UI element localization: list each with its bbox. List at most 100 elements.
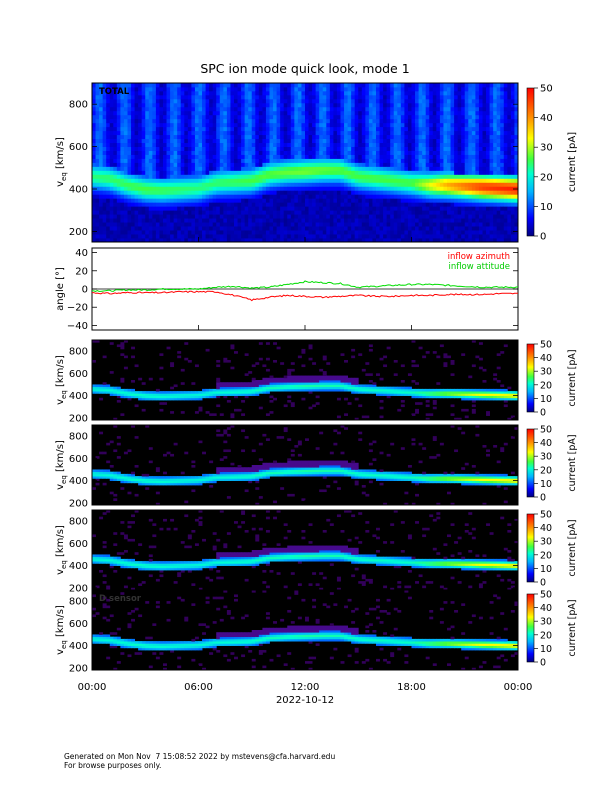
heatmap-cell [482,238,487,242]
heatmap-cell [269,170,274,175]
heatmap-cell [276,122,281,128]
heatmap-cell [486,194,490,199]
heatmap-cell [425,150,430,155]
heatmap-cell [390,194,395,199]
heatmap-cell [361,178,366,183]
heatmap-cell [308,118,313,124]
heatmap-cell [461,230,466,235]
heatmap-cell [496,110,501,116]
heatmap-cell [138,158,143,163]
heatmap-cell [457,162,462,167]
heatmap-cell [422,218,427,223]
heatmap-cell [368,142,373,147]
heatmap-cell [152,234,157,239]
heatmap-cell [468,110,473,116]
heatmap-cell [116,98,121,104]
heatmap-cell [457,118,462,124]
heatmap-cell [280,178,285,183]
heatmap-cell [170,194,175,199]
heatmap-cell [280,210,285,215]
heatmap-cell [237,198,242,203]
heatmap-cell [329,114,334,120]
heatmap-cell [198,86,203,92]
heatmap-cell [358,194,363,199]
heatmap-cell [276,186,281,191]
heatmap-cell [237,214,242,219]
heatmap-cell [148,142,153,147]
heatmap-cell [386,174,391,179]
heatmap-cell [358,218,363,223]
heatmap-cell [258,150,263,155]
heatmap-cell [457,114,462,120]
heatmap-cell [436,122,441,128]
heatmap-cell [336,110,341,116]
heatmap-cell [301,202,306,207]
heatmap-cell [244,190,249,195]
heatmap-cell [347,90,352,96]
heatmap-cell [308,146,313,151]
heatmap-cell [383,106,388,112]
heatmap-cell [372,166,377,171]
heatmap-cell [407,118,412,124]
heatmap-cell [180,118,185,124]
heatmap-cell [340,210,345,215]
heatmap-cell [312,142,317,147]
heatmap-cell [180,154,185,159]
heatmap-cell [248,230,253,235]
heatmap-cell [219,142,224,147]
heatmap-cell [407,90,412,96]
heatmap-cell [297,86,302,92]
heatmap-cell [439,142,444,147]
heatmap-cell [109,142,114,147]
heatmap-cell [432,222,437,227]
heatmap-cell [468,122,473,128]
heatmap-cell [106,198,111,203]
heatmap-cell [439,130,444,136]
heatmap-cell [340,98,345,104]
heatmap-cell [194,214,199,219]
heatmap-cell [187,210,192,215]
heatmap-cell [216,218,221,223]
heatmap-cell [372,174,377,179]
heatmap-cell [425,194,430,199]
heatmap-cell [365,218,370,223]
heatmap-cell [262,150,267,155]
heatmap-cell [429,202,434,207]
heatmap-cell [177,355,182,359]
heatmap-cell [510,206,515,211]
heatmap-cell [351,86,356,92]
heatmap-cell [514,170,518,175]
heatmap-cell [145,234,150,239]
heatmap-cell [507,194,512,199]
heatmap-cell [205,146,210,151]
heatmap-cell [436,234,441,239]
heatmap-cell [393,162,398,167]
heatmap-cell [120,218,125,223]
heatmap-cell [166,86,171,92]
heatmap-cell [344,90,348,96]
heatmap-cell [464,206,469,211]
heatmap-cell [131,86,135,92]
heatmap-cell [294,218,299,223]
heatmap-cell [379,142,384,147]
heatmap-cell [92,90,96,96]
heatmap-cell [297,174,302,179]
heatmap-cell [116,214,121,219]
heatmap-cell [407,130,412,136]
heatmap-cell [500,166,505,171]
heatmap-cell [152,190,157,195]
heatmap-cell [287,126,292,132]
heatmap-cell [308,210,313,215]
heatmap-cell [123,106,128,112]
heatmap-cell [333,206,338,211]
heatmap-cell [177,142,182,147]
heatmap-cell [109,226,114,231]
heatmap-cell [383,206,388,211]
heatmap-cell [212,166,217,171]
heatmap-cell [418,110,423,116]
heatmap-cell [322,90,327,96]
heatmap-cell [308,126,313,132]
heatmap-cell [308,190,313,195]
heatmap-cell [368,226,373,231]
